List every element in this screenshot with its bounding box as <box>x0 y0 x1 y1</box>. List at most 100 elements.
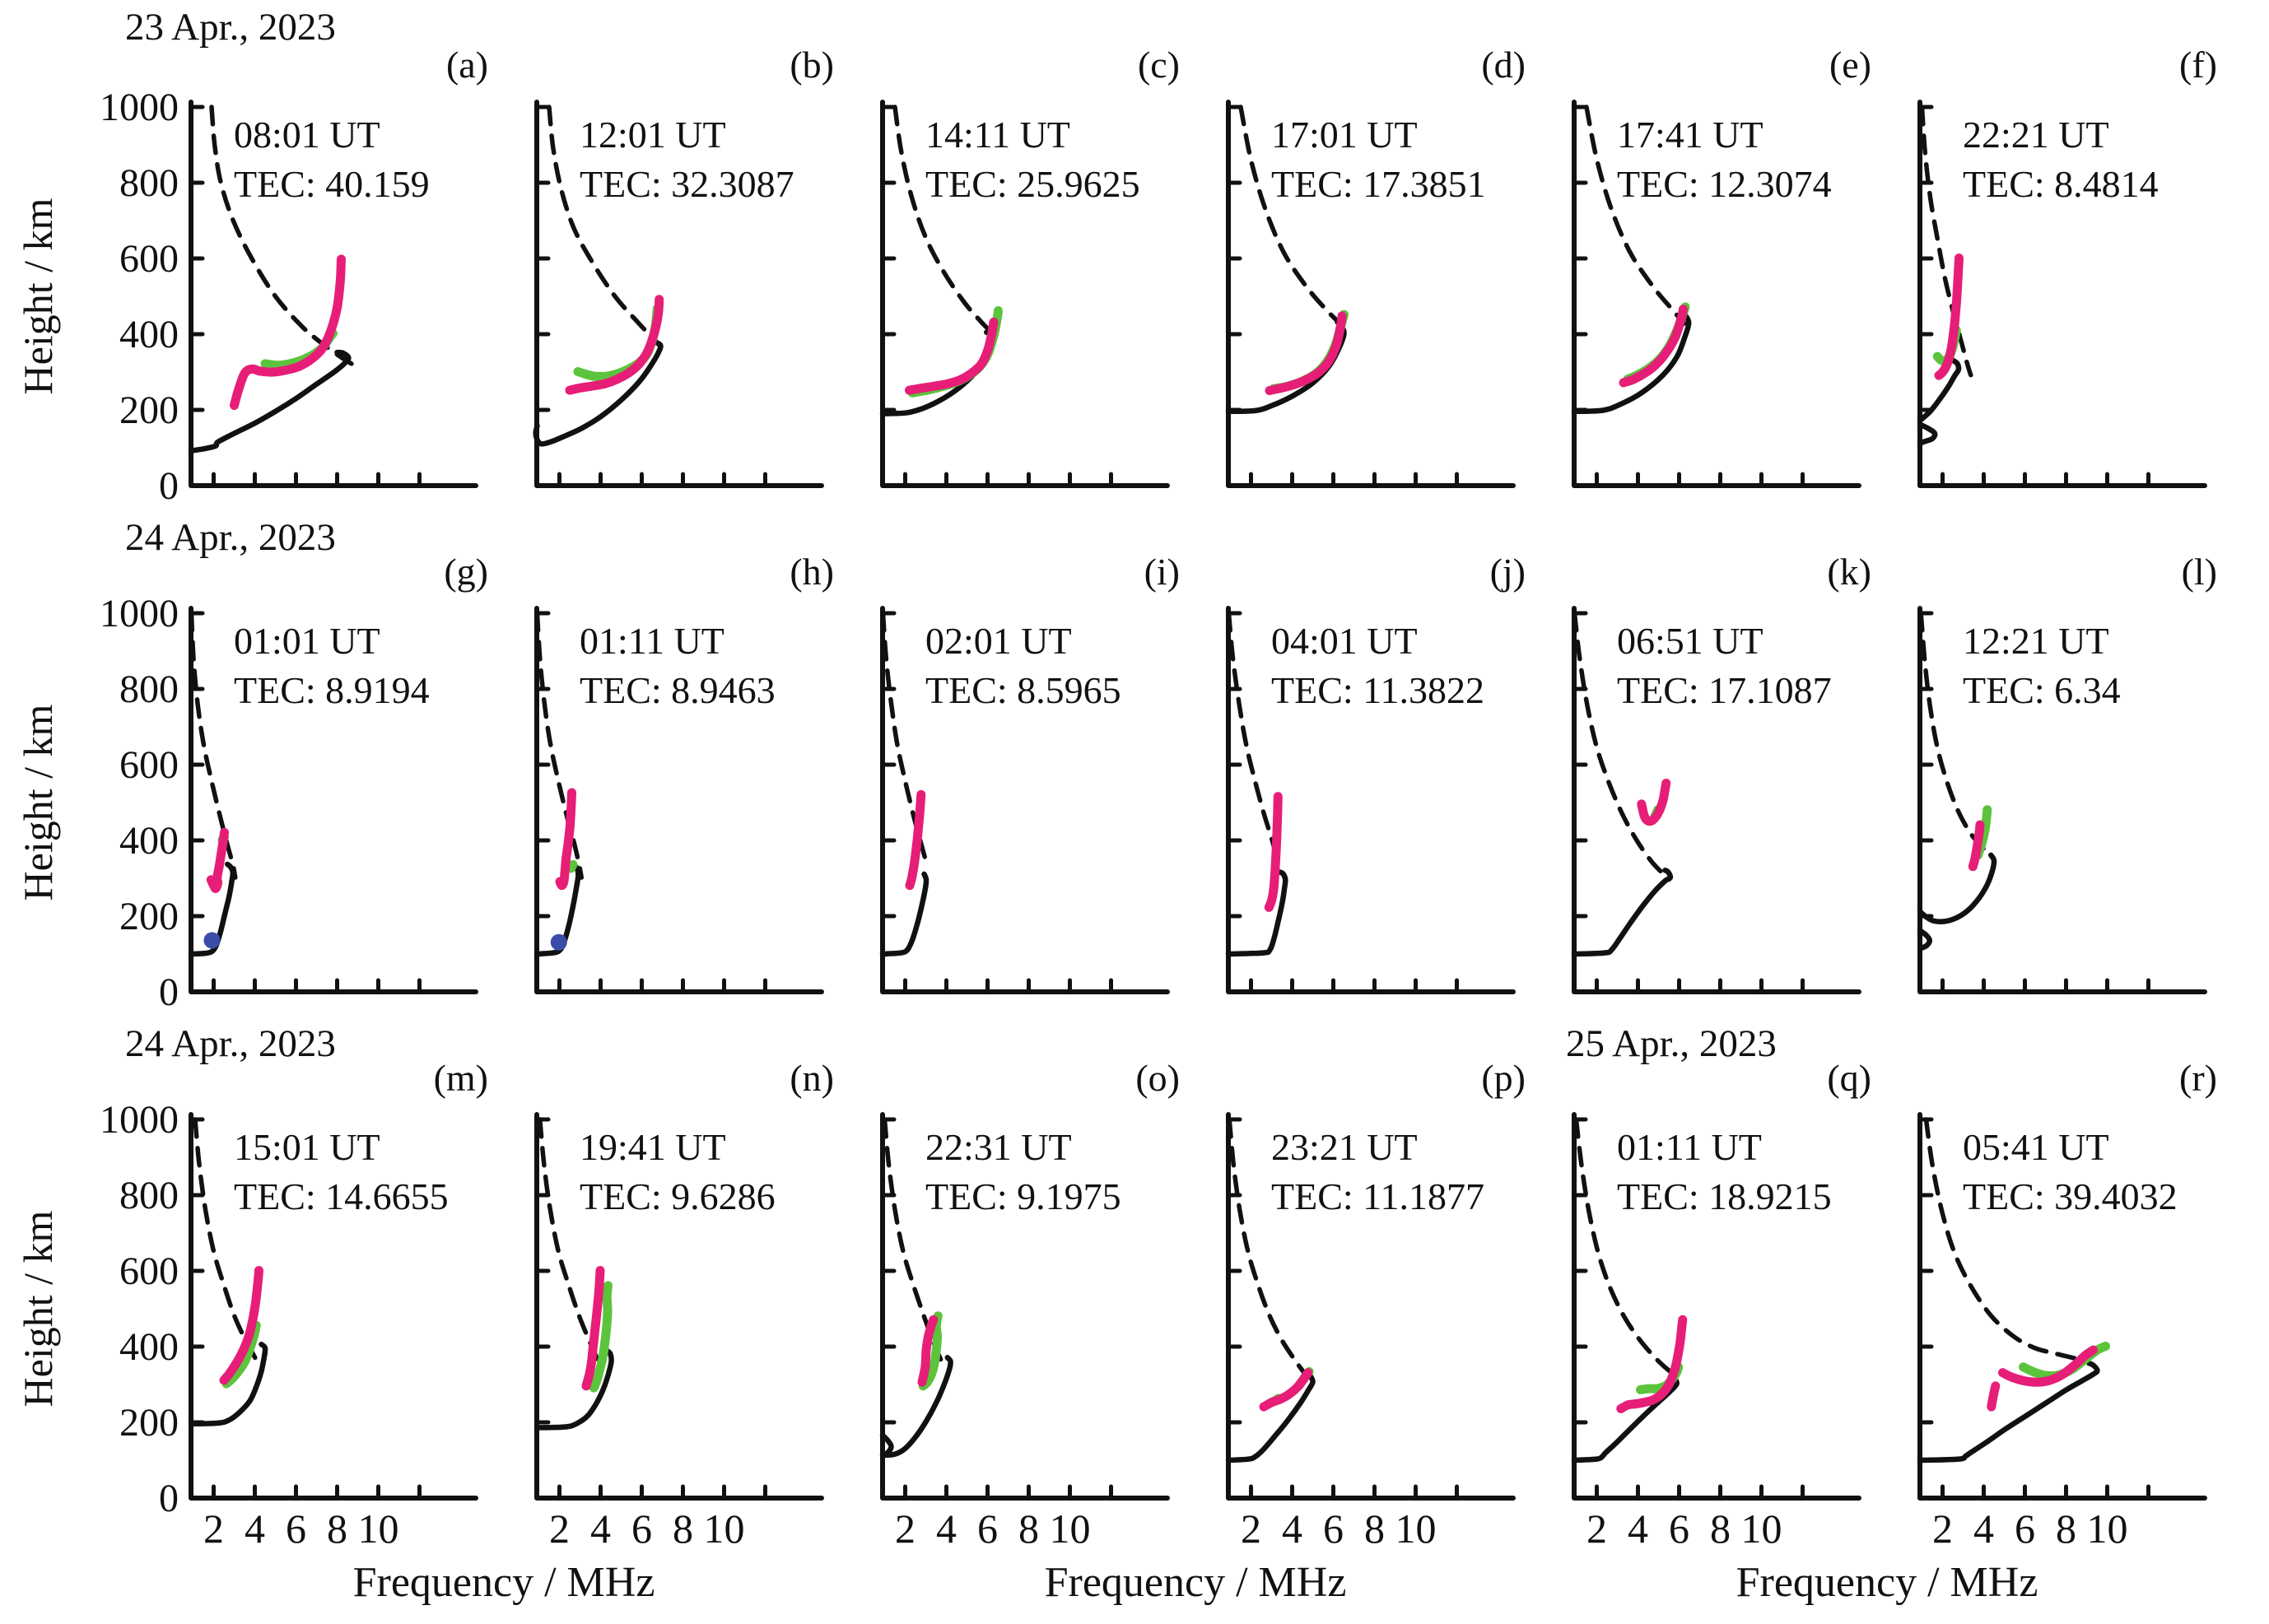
time-label: 01:11 UT <box>580 620 724 662</box>
y-tick-label: 1000 <box>100 592 179 635</box>
tec-label: TEC: 8.9463 <box>580 669 776 711</box>
y-tick-label: 800 <box>119 161 179 205</box>
x-axis-title-left: Frequency / MHz <box>352 1559 655 1606</box>
panel-plot-q <box>1571 1112 1861 1501</box>
panel-letter-m: (m) <box>433 1057 488 1099</box>
x-tick-label: 6 <box>1323 1505 1344 1552</box>
y-axis-title-row2: Height / km <box>15 704 61 901</box>
time-label: 02:01 UT <box>925 620 1072 662</box>
x-tick-label: 2 <box>1241 1505 1261 1552</box>
panel-plot-a <box>188 100 478 488</box>
x-tick-label: 2 <box>1932 1505 1953 1552</box>
panel-plot-h <box>533 606 824 994</box>
date-label-row2: 24 Apr., 2023 <box>125 516 336 559</box>
panel-info-c: 14:11 UT TEC: 25.9625 <box>925 110 1140 209</box>
tec-label: TEC: 9.6286 <box>580 1175 776 1217</box>
y-tick-label: 400 <box>119 1325 179 1369</box>
panel-letter-q: (q) <box>1827 1057 1871 1099</box>
sporadic-dot <box>550 933 567 951</box>
panel-plot-m <box>188 1112 478 1501</box>
panel-info-n: 19:41 UT TEC: 9.6286 <box>580 1123 776 1221</box>
tec-label: TEC: 12.3074 <box>1617 163 1832 205</box>
x-tick-label: 10 <box>1395 1505 1437 1552</box>
y-tick-label: 200 <box>119 389 179 432</box>
y-axis-title-row1: Height / km <box>15 198 61 395</box>
x-tick-label: 2 <box>1586 1505 1607 1552</box>
panel-letter-k: (k) <box>1827 551 1871 593</box>
x-tick-label: 8 <box>1018 1505 1039 1552</box>
panel-plot-f <box>1917 100 2207 488</box>
panel-info-d: 17:01 UT TEC: 17.3851 <box>1271 110 1486 209</box>
panel-info-f: 22:21 UT TEC: 8.4814 <box>1963 110 2159 209</box>
tec-label: TEC: 8.9194 <box>234 669 430 711</box>
time-label: 15:01 UT <box>234 1126 380 1168</box>
panel-plot-r <box>1917 1112 2207 1501</box>
panel-info-m: 15:01 UT TEC: 14.6655 <box>234 1123 449 1221</box>
time-label: 04:01 UT <box>1271 620 1418 662</box>
y-axis-title-row3: Height / km <box>15 1210 61 1408</box>
tec-label: TEC: 18.9215 <box>1617 1175 1832 1217</box>
panel-letter-o: (o) <box>1135 1057 1180 1099</box>
x-tick-label: 10 <box>357 1505 399 1552</box>
time-label: 17:41 UT <box>1617 114 1763 156</box>
panel-letter-b: (b) <box>790 44 834 86</box>
tec-label: TEC: 11.1877 <box>1271 1175 1484 1217</box>
time-label: 22:21 UT <box>1963 114 2109 156</box>
panel-info-g: 01:01 UT TEC: 8.9194 <box>234 617 430 715</box>
x-tick-label: 6 <box>2015 1505 2035 1552</box>
time-label: 23:21 UT <box>1271 1126 1418 1168</box>
tec-label: TEC: 32.3087 <box>580 163 794 205</box>
time-label: 19:41 UT <box>580 1126 726 1168</box>
panel-info-l: 12:21 UT TEC: 6.34 <box>1963 617 2121 715</box>
y-tick-label: 800 <box>119 668 179 711</box>
y-tick-label: 0 <box>159 464 179 508</box>
panel-plot-g <box>188 606 478 994</box>
x-tick-label: 6 <box>977 1505 998 1552</box>
y-tick-label: 200 <box>119 895 179 938</box>
x-tick-label: 6 <box>286 1505 306 1552</box>
panel-info-p: 23:21 UT TEC: 11.1877 <box>1271 1123 1484 1221</box>
x-tick-label: 2 <box>549 1505 570 1552</box>
panel-info-k: 06:51 UT TEC: 17.1087 <box>1617 617 1832 715</box>
y-tick-label: 1000 <box>100 86 179 129</box>
x-tick-label: 4 <box>936 1505 957 1552</box>
panel-plot-n <box>533 1112 824 1501</box>
panel-letter-d: (d) <box>1481 44 1526 86</box>
panel-plot-d <box>1225 100 1516 488</box>
x-tick-label: 10 <box>703 1505 745 1552</box>
x-axis-title-right: Frequency / MHz <box>1736 1559 2038 1606</box>
panel-letter-r: (r) <box>2179 1057 2217 1099</box>
panel-letter-a: (a) <box>445 44 488 86</box>
panel-plot-k <box>1571 606 1861 994</box>
y-tick-label: 0 <box>159 970 179 1014</box>
panel-plot-c <box>879 100 1170 488</box>
tec-label: TEC: 17.1087 <box>1617 669 1832 711</box>
x-tick-label: 6 <box>631 1505 652 1552</box>
x-tick-label: 8 <box>1364 1505 1385 1552</box>
time-label: 01:11 UT <box>1617 1126 1762 1168</box>
panel-plot-p <box>1225 1112 1516 1501</box>
panel-plot-j <box>1225 606 1516 994</box>
y-tick-label: 1000 <box>100 1098 179 1142</box>
x-tick-label: 4 <box>1282 1505 1302 1552</box>
panel-info-b: 12:01 UT TEC: 32.3087 <box>580 110 794 209</box>
x-axis-title-center: Frequency / MHz <box>1044 1559 1347 1606</box>
tec-label: TEC: 6.34 <box>1963 669 2121 711</box>
time-label: 14:11 UT <box>925 114 1070 156</box>
x-tick-label: 8 <box>673 1505 693 1552</box>
panel-info-q: 01:11 UT TEC: 18.9215 <box>1617 1123 1832 1221</box>
x-tick-label: 10 <box>1049 1505 1091 1552</box>
x-tick-label: 2 <box>895 1505 916 1552</box>
panel-info-j: 04:01 UT TEC: 11.3822 <box>1271 617 1484 715</box>
x-tick-label: 10 <box>1740 1505 1782 1552</box>
panel-plot-e <box>1571 100 1861 488</box>
y-tick-label: 0 <box>159 1477 179 1520</box>
y-tick-label: 600 <box>119 237 179 281</box>
panel-letter-c: (c) <box>1137 44 1180 86</box>
tec-label: TEC: 14.6655 <box>234 1175 449 1217</box>
date-label-row1: 23 Apr., 2023 <box>125 6 336 49</box>
x-tick-label: 2 <box>203 1505 224 1552</box>
x-tick-label: 8 <box>327 1505 347 1552</box>
time-label: 08:01 UT <box>234 114 380 156</box>
panel-info-o: 22:31 UT TEC: 9.1975 <box>925 1123 1121 1221</box>
